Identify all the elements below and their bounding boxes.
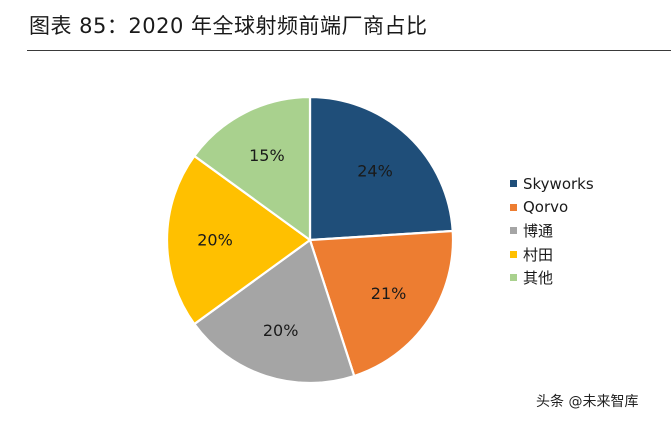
slice-broadcom bbox=[193, 238, 356, 385]
legend-label: 博通 bbox=[523, 222, 554, 241]
legend-label: Skyworks bbox=[523, 174, 594, 193]
slice-others bbox=[193, 95, 312, 242]
slice-value-label: 15% bbox=[249, 146, 285, 165]
legend-swatch bbox=[510, 227, 517, 235]
legend-label: Qorvo bbox=[523, 198, 569, 217]
legend-item-others: 其他 bbox=[510, 266, 594, 290]
legend-swatch bbox=[510, 203, 517, 211]
watermark: 头条 @未来智库 bbox=[536, 394, 639, 410]
legend-swatch bbox=[510, 250, 517, 258]
legend-swatch bbox=[510, 180, 517, 188]
slice-qorvo bbox=[308, 229, 455, 378]
legend-item-broadcom: 博通 bbox=[510, 219, 594, 243]
slice-skyworks bbox=[308, 95, 454, 242]
legend-label: 其他 bbox=[523, 269, 554, 288]
legend-item-skyworks: Skyworks bbox=[510, 172, 594, 196]
legend-item-qorvo: Qorvo bbox=[510, 196, 594, 220]
slice-value-label: 20% bbox=[263, 321, 299, 340]
chart-title: 图表 85：2020 年全球射频前端厂商占比 bbox=[29, 14, 428, 38]
slice-value-label: 21% bbox=[371, 284, 407, 303]
legend-label: 村田 bbox=[523, 245, 554, 264]
title-divider bbox=[27, 50, 671, 51]
legend-swatch bbox=[510, 274, 517, 282]
legend-item-murata: 村田 bbox=[510, 243, 594, 267]
slice-murata bbox=[165, 154, 312, 326]
slice-value-label: 24% bbox=[357, 161, 393, 180]
slice-value-label: 20% bbox=[197, 231, 233, 250]
legend: Skyworks Qorvo 博通 村田 其他 bbox=[510, 172, 594, 290]
